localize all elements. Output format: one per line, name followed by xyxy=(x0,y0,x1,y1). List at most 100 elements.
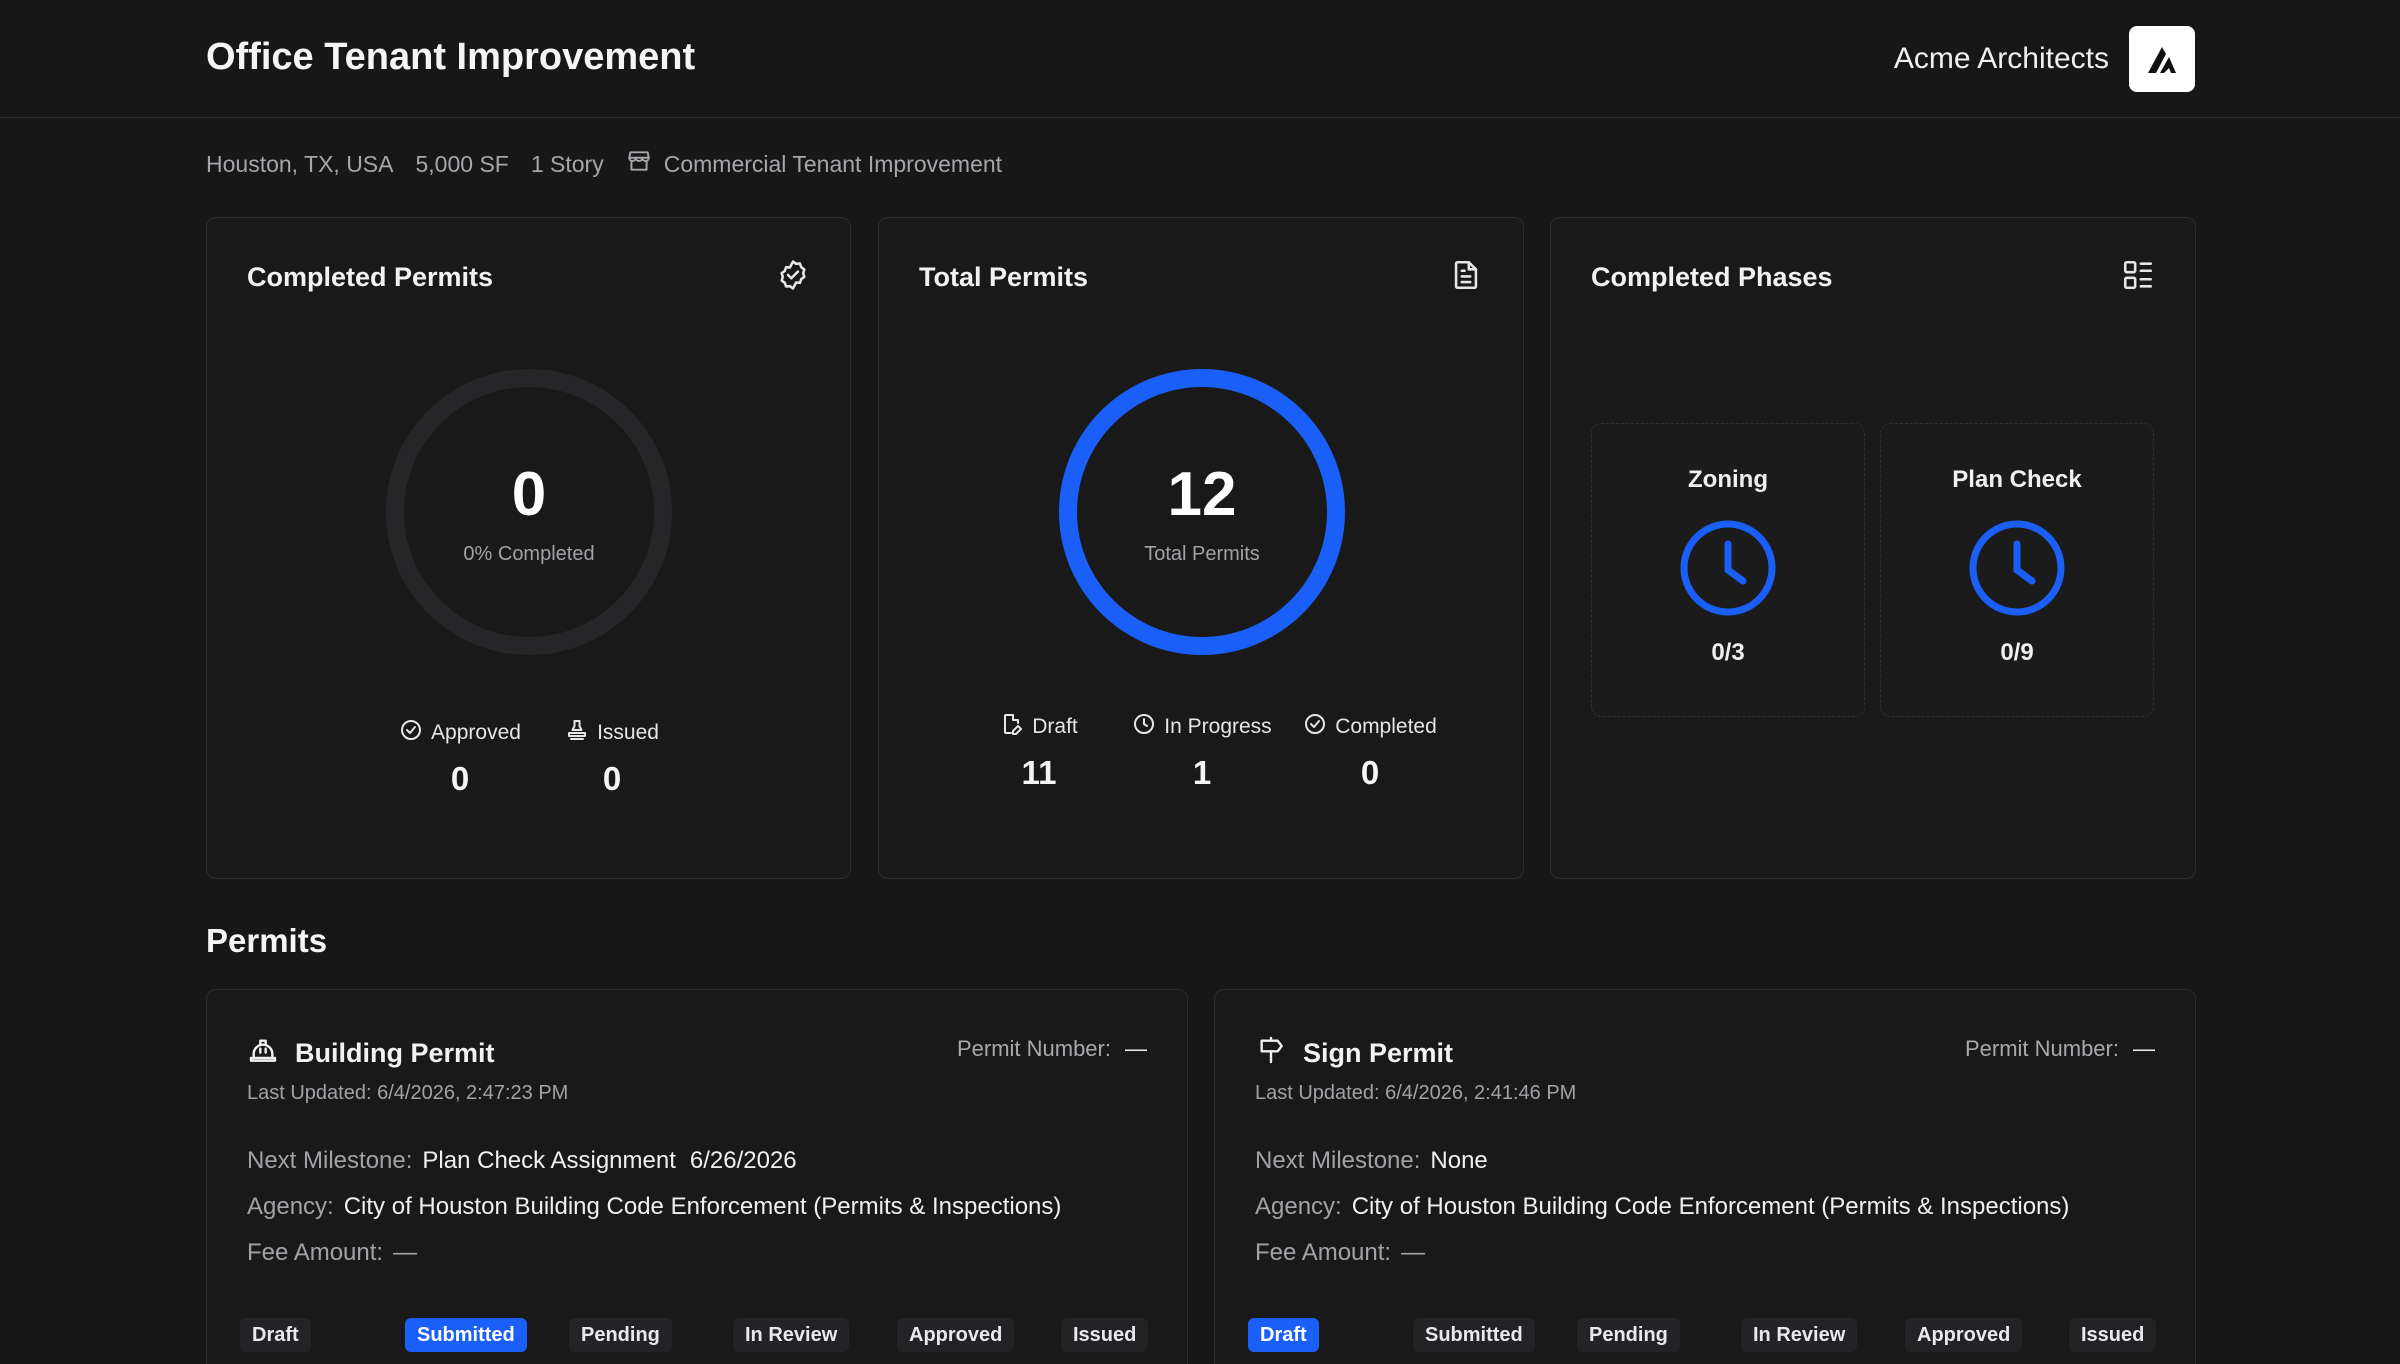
agency-value: City of Houston Building Code Enforcemen… xyxy=(343,1193,1062,1220)
status-pill-submitted[interactable]: Submitted xyxy=(405,1318,527,1352)
next-milestone-label: Next Milestone: xyxy=(1255,1147,1421,1174)
fee-amount-label: Fee Amount: xyxy=(247,1239,384,1266)
draft-label: Draft xyxy=(1032,715,1078,738)
last-updated-value: 6/4/2026, 2:41:46 PM xyxy=(1385,1082,1577,1104)
status-pill-pending[interactable]: Pending xyxy=(1577,1318,1680,1352)
approved-value: 0 xyxy=(450,760,470,797)
permit-name: Building Permit xyxy=(295,1038,495,1068)
phase-count: 0/9 xyxy=(2000,639,2034,666)
total-permits-ring: 12 Total Permits xyxy=(1057,367,1347,657)
fee-amount-row: Fee Amount: — xyxy=(1255,1239,1425,1267)
project-meta: Houston, TX, USA 5,000 SF 1 Story Commer… xyxy=(206,148,1002,180)
total-permits-caption: Total Permits xyxy=(1144,543,1260,565)
total-permits-card: Total Permits 12 Total Permits Draft 11 xyxy=(878,217,1524,879)
storefront-icon xyxy=(626,148,652,180)
completed-progress-ring: 0 0% Completed xyxy=(384,367,674,657)
phase-tile-plan-check[interactable]: Plan Check 0/9 xyxy=(1880,423,2154,717)
status-pill-draft[interactable]: Draft xyxy=(1248,1318,1319,1352)
status-pill-issued[interactable]: Issued xyxy=(1061,1318,1149,1352)
status-pill-approved[interactable]: Approved xyxy=(897,1318,1015,1352)
project-title: Office Tenant Improvement xyxy=(206,36,696,78)
last-updated-label: Last Updated: xyxy=(247,1082,372,1104)
issued-stat: Issued 0 xyxy=(552,718,672,798)
draft-stat: Draft 11 xyxy=(979,712,1099,792)
page-header: Office Tenant Improvement Acme Architect… xyxy=(0,0,2400,118)
circle-check-icon xyxy=(399,718,423,748)
completed-value: 0 xyxy=(1360,754,1380,791)
project-location: Houston, TX, USA xyxy=(206,150,394,177)
fee-amount-value: — xyxy=(1401,1239,1426,1266)
completed-permits-card: Completed Permits 0 0% Completed Approve… xyxy=(206,217,851,879)
document-icon xyxy=(1449,258,1483,297)
status-pill-approved[interactable]: Approved xyxy=(1905,1318,2023,1352)
phase-name: Plan Check xyxy=(1952,466,2082,493)
hard-hat-icon xyxy=(247,1034,279,1073)
status-pill-issued[interactable]: Issued xyxy=(2069,1318,2157,1352)
fee-amount-value: — xyxy=(393,1239,418,1266)
phase-count: 0/3 xyxy=(1711,639,1745,666)
last-updated-label: Last Updated: xyxy=(1255,1082,1380,1104)
total-permits-count: 12 xyxy=(1167,460,1237,529)
clock-icon xyxy=(1881,518,2153,623)
signpost-icon xyxy=(1255,1034,1287,1073)
status-pill-draft[interactable]: Draft xyxy=(240,1318,311,1352)
status-pill-in-review[interactable]: In Review xyxy=(1741,1318,1858,1352)
fee-amount-label: Fee Amount: xyxy=(1255,1239,1392,1266)
approved-label: Approved xyxy=(431,721,521,744)
org-switcher[interactable]: Acme Architects xyxy=(1894,26,2195,92)
project-stories: 1 Story xyxy=(530,150,604,177)
permit-number-value: — xyxy=(2133,1036,2155,1061)
completed-label: Completed xyxy=(1335,715,1437,738)
agency-label: Agency: xyxy=(1255,1193,1342,1220)
agency-row: Agency: City of Houston Building Code Enf… xyxy=(247,1193,1061,1221)
issued-label: Issued xyxy=(597,721,659,744)
card-title: Total Permits xyxy=(919,262,1089,292)
card-title: Completed Phases xyxy=(1591,262,1833,292)
agency-label: Agency: xyxy=(247,1193,334,1220)
last-updated: Last Updated: 6/4/2026, 2:47:23 PM xyxy=(247,1082,568,1105)
in-progress-value: 1 xyxy=(1192,754,1212,791)
completed-percent: 0% Completed xyxy=(463,543,595,565)
next-milestone-value: None xyxy=(1430,1147,1488,1174)
status-pill-submitted[interactable]: Submitted xyxy=(1413,1318,1535,1352)
status-pill-in-review[interactable]: In Review xyxy=(733,1318,850,1352)
next-milestone-label: Next Milestone: xyxy=(247,1147,413,1174)
permit-number-label: Permit Number: xyxy=(1964,1036,2119,1061)
permit-number-value: — xyxy=(1125,1036,1147,1061)
phase-tile-zoning[interactable]: Zoning 0/3 xyxy=(1591,423,1865,717)
next-milestone-date: 6/26/2026 xyxy=(689,1147,797,1174)
permit-card-building[interactable]: Building Permit Permit Number: — Last Upd… xyxy=(206,989,1188,1364)
circle-check-icon xyxy=(1303,712,1327,742)
completed-count: 0 xyxy=(511,460,547,529)
card-title: Completed Permits xyxy=(247,262,494,292)
draft-value: 11 xyxy=(1021,754,1057,791)
last-updated: Last Updated: 6/4/2026, 2:41:46 PM xyxy=(1255,1082,1576,1105)
layout-list-icon xyxy=(2121,258,2155,297)
project-type: Commercial Tenant Improvement xyxy=(626,148,1002,180)
acme-logo-icon xyxy=(2129,26,2195,92)
permit-name: Sign Permit xyxy=(1303,1038,1454,1068)
permit-number-label: Permit Number: xyxy=(956,1036,1111,1061)
stamp-icon xyxy=(565,718,589,748)
approved-stat: Approved 0 xyxy=(390,718,530,798)
status-pill-pending[interactable]: Pending xyxy=(569,1318,672,1352)
clock-icon xyxy=(1132,712,1156,742)
org-name: Acme Architects xyxy=(1893,42,2109,75)
completed-stat: Completed 0 xyxy=(1295,712,1445,792)
agency-value: City of Houston Building Code Enforcemen… xyxy=(1351,1193,2070,1220)
permit-card-sign[interactable]: Sign Permit Permit Number: — Last Updated… xyxy=(1214,989,2196,1364)
permit-number: Permit Number: — xyxy=(957,1036,1147,1062)
in-progress-label: In Progress xyxy=(1164,715,1272,738)
badge-check-icon xyxy=(776,258,810,297)
fee-amount-row: Fee Amount: — xyxy=(247,1239,417,1267)
agency-row: Agency: City of Houston Building Code Enf… xyxy=(1255,1193,2069,1221)
project-type-label: Commercial Tenant Improvement xyxy=(663,150,1003,177)
file-pen-icon xyxy=(1000,712,1024,742)
issued-value: 0 xyxy=(602,760,622,797)
next-milestone-row: Next Milestone: Plan Check Assignment 6/26… xyxy=(247,1147,797,1175)
in-progress-stat: In Progress 1 xyxy=(1124,712,1280,792)
permit-number: Permit Number: — xyxy=(1965,1036,2155,1062)
last-updated-value: 6/4/2026, 2:47:23 PM xyxy=(377,1082,569,1104)
permits-section-title: Permits xyxy=(206,922,328,959)
next-milestone-value: Plan Check Assignment xyxy=(422,1147,676,1174)
